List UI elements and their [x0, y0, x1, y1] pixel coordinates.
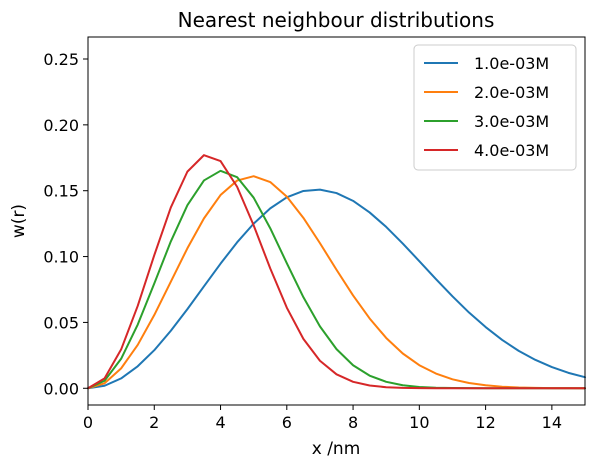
- x-tick-label: 0: [83, 413, 93, 432]
- ticks-layer: 0 2 4 6 8 10 12 14 0.00 0.05 0.10 0.15 0.20 0.25: [43, 50, 562, 432]
- legend-entry-label: 4.0e-03M: [474, 141, 549, 160]
- legend-entry-label: 3.0e-03M: [474, 112, 549, 131]
- x-tick-label: 2: [149, 413, 159, 432]
- y-tick-label: 0.10: [43, 248, 79, 267]
- x-axis-label: x /nm: [312, 439, 361, 459]
- x-tick-label: 12: [475, 413, 495, 432]
- x-tick-label: 4: [215, 413, 225, 432]
- y-tick-label: 0.00: [43, 379, 79, 398]
- x-tick-label: 10: [409, 413, 429, 432]
- legend-box: [413, 44, 577, 171]
- y-tick-label: 0.25: [43, 50, 79, 69]
- plot-frame: [87, 36, 586, 406]
- y-axis-label: w(r): [9, 204, 29, 238]
- legend-entry-label: 1.0e-03M: [474, 54, 549, 73]
- legend: 1.0e-03M 2.0e-03M 3.0e-03M 4.0e-03M: [413, 44, 577, 171]
- y-tick-label: 0.20: [43, 116, 79, 135]
- x-tick-label: 14: [542, 413, 562, 432]
- series-line: [87, 188, 586, 390]
- x-tick-label: 6: [282, 413, 292, 432]
- series-layer: [87, 154, 586, 390]
- series-line: [87, 175, 586, 390]
- series-line: [87, 154, 586, 390]
- y-tick-label: 0.05: [43, 313, 79, 332]
- x-tick-label: 8: [348, 413, 358, 432]
- chart-title: Nearest neighbour distributions: [178, 8, 495, 32]
- y-tick-label: 0.15: [43, 182, 79, 201]
- legend-entry-label: 2.0e-03M: [474, 83, 549, 102]
